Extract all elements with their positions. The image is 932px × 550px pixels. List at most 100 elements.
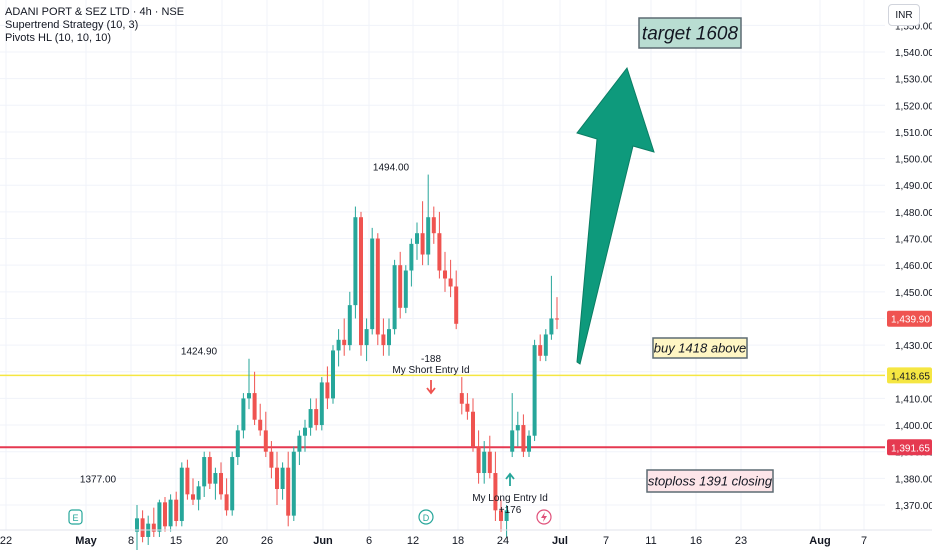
dividend-letter: D — [423, 513, 430, 523]
candle — [258, 403, 263, 436]
candle — [504, 505, 509, 537]
candle-body — [331, 350, 335, 399]
x-tick-label: 23 — [735, 535, 747, 547]
buy-note-text: buy 1418 above — [654, 341, 747, 356]
y-tick-label: 1,520.00 — [895, 101, 932, 112]
y-tick-label: 1,540.00 — [895, 48, 932, 59]
y-tick-label: 1,400.00 — [895, 421, 932, 432]
y-tick-label: 1,470.00 — [895, 235, 932, 246]
candle-body — [415, 233, 419, 244]
candle-body — [487, 451, 492, 474]
candle — [443, 251, 447, 292]
candle — [308, 398, 313, 436]
price-label-text: 1,439.90 — [891, 315, 930, 326]
candle-body — [224, 494, 229, 511]
price-label-stop: 1,391.65 — [887, 439, 932, 456]
candle — [275, 451, 279, 505]
candle-body — [437, 233, 442, 271]
candle — [252, 371, 257, 426]
flash-bolt — [541, 512, 547, 522]
candle-body — [252, 393, 257, 420]
earnings-letter: E — [72, 513, 78, 523]
candle — [476, 430, 481, 484]
candle — [163, 497, 167, 532]
price-label-buy: 1,418.65 — [887, 367, 932, 384]
candle-body — [465, 403, 470, 412]
stoploss-note-text: stoploss 1391 closing — [648, 474, 773, 489]
y-tick-label: 1,460.00 — [895, 261, 932, 272]
candle-body — [140, 518, 145, 537]
candle — [555, 297, 559, 330]
candle — [420, 201, 425, 266]
candle-body — [168, 499, 173, 527]
candle — [398, 251, 403, 319]
candle-body — [319, 382, 324, 426]
candle-body — [241, 398, 246, 431]
x-tick-label: 12 — [407, 535, 419, 547]
candle — [196, 481, 201, 511]
candle — [325, 366, 330, 410]
candle-body — [504, 510, 509, 521]
candle — [291, 446, 296, 521]
indicator-supertrend[interactable]: Supertrend Strategy (10, 3) — [5, 19, 139, 31]
x-tick-label: 8 — [128, 535, 134, 547]
x-tick-label: 7 — [603, 535, 609, 547]
candle — [280, 462, 285, 500]
candle — [230, 451, 235, 516]
y-tick-label: 1,500.00 — [895, 155, 932, 166]
candle-body — [258, 419, 263, 431]
pivot-label: 1377.00 — [80, 474, 117, 485]
horizontal-levels — [0, 374, 885, 449]
candle — [454, 270, 459, 330]
y-tick-label: 1,370.00 — [895, 501, 932, 512]
y-tick-label: 1,550.00 — [895, 21, 932, 32]
candle — [403, 265, 408, 314]
candle — [426, 174, 431, 266]
symbol-title[interactable]: ADANI PORT & SEZ LTD · 4h · NSE — [5, 6, 185, 18]
x-tick-label: 18 — [452, 535, 464, 547]
candle — [364, 318, 369, 362]
candle — [241, 393, 246, 439]
price-axis[interactable]: 1,370.001,380.001,390.001,400.001,410.00… — [887, 21, 932, 512]
candle — [359, 211, 363, 356]
x-tick-label: 11 — [645, 535, 656, 547]
candle-body — [476, 446, 481, 474]
x-tick-label: 22 — [0, 535, 12, 547]
x-tick-label: 6 — [366, 535, 372, 547]
x-tick-label: 20 — [216, 535, 228, 547]
candle-body — [510, 430, 515, 452]
indicator-pivots[interactable]: Pivots HL (10, 10, 10) — [5, 32, 111, 44]
candle — [515, 411, 520, 447]
candle — [235, 425, 240, 466]
candle-body — [549, 318, 554, 335]
candle — [409, 238, 414, 287]
price-label-last: 1,439.90 — [887, 310, 932, 327]
candle — [532, 339, 537, 442]
candle-body — [532, 345, 537, 436]
candle-body — [359, 217, 363, 346]
target-note: target 1608 — [638, 17, 742, 49]
candle-body — [219, 473, 223, 495]
time-axis[interactable]: 22 May 8 15 20 26 Jun 6 12 18 24 Jul 7 11 16 23 Aug 7 — [0, 529, 932, 547]
price-label-bg — [887, 439, 932, 456]
candle-body — [375, 238, 380, 335]
candle — [168, 494, 173, 532]
candle-body — [135, 518, 139, 532]
candle-body — [392, 265, 397, 330]
candle-body — [493, 473, 498, 511]
candle — [151, 507, 156, 537]
currency-button[interactable]: INR — [888, 4, 920, 26]
candle — [263, 411, 268, 458]
candle — [459, 377, 464, 415]
candle-body — [454, 286, 459, 324]
candle-body — [409, 243, 414, 271]
candle-body — [213, 473, 218, 484]
candle-body — [387, 329, 391, 346]
x-tick-label: 15 — [170, 535, 182, 547]
candle — [471, 398, 475, 452]
long-signal-pnl: +176 — [499, 505, 522, 516]
candle-body — [420, 233, 425, 255]
candle-body — [336, 339, 341, 351]
candle-body — [297, 435, 302, 452]
